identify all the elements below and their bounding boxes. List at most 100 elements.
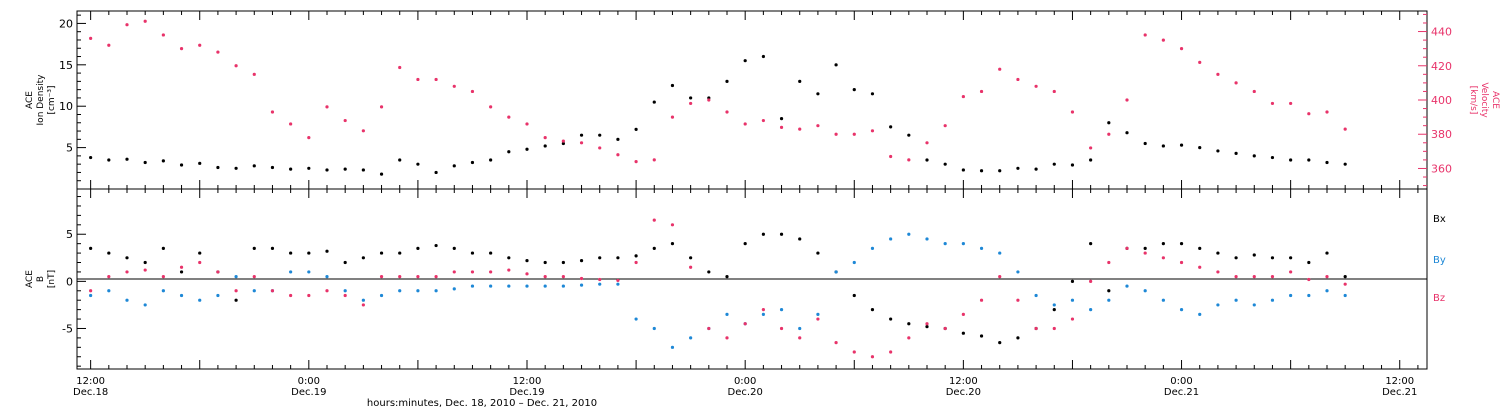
- field-point-by: [1252, 303, 1256, 307]
- velocity-point: [1270, 101, 1275, 106]
- field-point-by: [943, 242, 947, 246]
- bottom-y-tick-label: -5: [62, 322, 73, 335]
- density-point: [252, 164, 256, 168]
- field-point-bx: [579, 259, 584, 263]
- velocity-point: [743, 122, 747, 126]
- field-point-by: [579, 283, 584, 287]
- field-point-bz: [1198, 265, 1202, 269]
- field-point-by: [398, 289, 402, 293]
- density-point: [161, 159, 165, 163]
- top-right-ylabel-line1: ACE: [1490, 91, 1500, 109]
- field-point-by: [452, 287, 456, 291]
- field-point-bx: [1179, 242, 1184, 246]
- top-right-y-tick-label: 380: [1431, 128, 1452, 141]
- density-point: [561, 141, 565, 146]
- velocity-point: [1252, 89, 1256, 94]
- x-axis-title: hours:minutes, Dec. 18, 2010 – Dec. 21, …: [367, 398, 597, 409]
- field-point-bx: [743, 242, 747, 246]
- velocity-point: [1289, 101, 1293, 106]
- field-point-bz: [1252, 275, 1256, 279]
- field-point-bz: [89, 289, 93, 293]
- legend: Bx By Bz: [1433, 214, 1446, 304]
- field-point-bz: [289, 293, 293, 298]
- density-point: [179, 163, 184, 167]
- field-point-bz: [343, 293, 347, 298]
- density-point: [652, 100, 656, 104]
- bottom-ylabel-line1: ACE: [25, 270, 35, 288]
- field-point-bx: [325, 249, 329, 253]
- density-point: [925, 158, 929, 162]
- legend-by: By: [1433, 255, 1446, 266]
- field-point-bz: [616, 278, 620, 283]
- field-point-by: [725, 312, 729, 316]
- field-point-bz: [1343, 282, 1347, 286]
- field-point-by: [816, 312, 820, 316]
- field-point-bx: [1216, 251, 1220, 255]
- field-point-by: [761, 312, 765, 316]
- field-point-bz: [1270, 275, 1275, 279]
- x-tick-label: 12:00: [513, 376, 542, 387]
- field-point-by: [1052, 303, 1056, 307]
- velocity-point: [707, 98, 711, 102]
- density-point: [670, 83, 675, 88]
- field-point-bx: [670, 242, 675, 246]
- x-tick-label: 0:00: [1170, 376, 1192, 387]
- density-point: [234, 166, 238, 170]
- density-point: [361, 168, 365, 172]
- density-point: [398, 158, 402, 162]
- velocity-point: [1307, 112, 1311, 116]
- density-point: [689, 96, 693, 100]
- field-point-bx: [543, 260, 547, 265]
- field-point-bx: [616, 256, 620, 260]
- field-point-bz: [889, 350, 893, 354]
- field-point-bx: [143, 260, 147, 265]
- field-point-by: [1034, 293, 1038, 298]
- top-y-tick-label: 15: [59, 59, 73, 72]
- density-point: [1307, 158, 1311, 162]
- bottom-y-tick-label: 0: [66, 275, 73, 288]
- field-point-bx: [634, 254, 638, 258]
- field-point-by: [1179, 308, 1184, 312]
- field-point-bx: [1161, 242, 1165, 246]
- field-point-by: [234, 275, 238, 279]
- field-point-bz: [107, 275, 111, 279]
- velocity-point: [816, 124, 820, 128]
- density-point: [761, 54, 765, 59]
- field-point-by: [689, 336, 693, 340]
- field-point-by: [216, 293, 220, 298]
- field-point-bz: [198, 260, 202, 265]
- density-point: [889, 125, 893, 129]
- velocity-point: [289, 122, 293, 126]
- field-point-by: [343, 289, 347, 293]
- field-point-by: [325, 275, 329, 279]
- velocity-point: [1125, 98, 1129, 102]
- field-point-bz: [725, 336, 729, 340]
- field-point-bz: [1289, 270, 1293, 274]
- velocity-point: [652, 158, 656, 162]
- field-point-bz: [470, 270, 475, 274]
- velocity-point: [1198, 60, 1202, 64]
- density-point: [1161, 144, 1165, 148]
- field-point-by: [616, 282, 620, 286]
- field-point-bz: [270, 289, 275, 293]
- velocity-point: [579, 141, 584, 145]
- density-point: [598, 133, 602, 137]
- density-point: [470, 160, 475, 165]
- field-point-by: [1016, 270, 1020, 274]
- density-point: [634, 127, 638, 131]
- field-point-bz: [1107, 260, 1111, 265]
- density-point: [452, 164, 456, 168]
- field-point-by: [1216, 303, 1220, 307]
- field-point-bz: [161, 275, 165, 279]
- velocity-point: [307, 136, 311, 140]
- velocity-point: [489, 105, 493, 109]
- top-ylabel-line3: [cm⁻³]: [47, 85, 57, 114]
- field-point-bz: [779, 326, 784, 331]
- field-point-by: [889, 237, 893, 241]
- velocity-point: [216, 50, 220, 54]
- field-point-bx: [234, 298, 238, 302]
- field-point-bx: [961, 331, 965, 335]
- field-point-by: [1307, 293, 1311, 298]
- field-point-bx: [434, 243, 438, 248]
